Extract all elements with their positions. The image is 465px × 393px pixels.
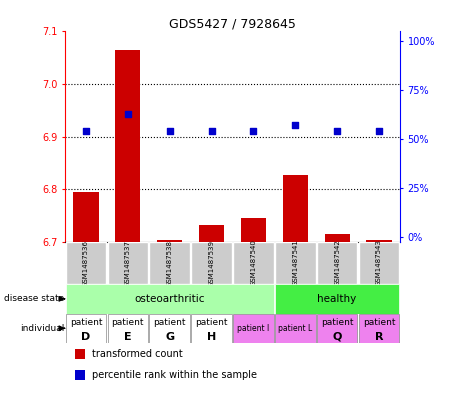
Bar: [359, 314, 399, 343]
Text: GSM1487536: GSM1487536: [83, 239, 89, 286]
Point: [124, 110, 132, 117]
Text: GSM1487537: GSM1487537: [125, 239, 131, 286]
Text: patient: patient: [363, 318, 395, 327]
Bar: [275, 284, 399, 314]
Bar: [275, 242, 316, 284]
Text: transformed count: transformed count: [92, 349, 183, 358]
Bar: [317, 242, 358, 284]
Text: patient: patient: [70, 318, 102, 327]
Bar: [283, 174, 308, 242]
Bar: [325, 234, 350, 242]
Text: individual: individual: [20, 324, 64, 333]
Text: Q: Q: [332, 332, 342, 342]
Text: disease state: disease state: [4, 294, 64, 303]
Bar: [317, 314, 358, 343]
Bar: [107, 314, 148, 343]
Text: E: E: [124, 332, 132, 342]
Text: patient: patient: [112, 318, 144, 327]
Bar: [359, 242, 399, 284]
Bar: [199, 225, 224, 242]
Text: patient: patient: [321, 318, 353, 327]
Bar: [66, 314, 106, 343]
Point: [166, 128, 173, 134]
Bar: [149, 242, 190, 284]
Bar: [233, 314, 274, 343]
Point: [250, 128, 257, 134]
Bar: [191, 242, 232, 284]
Text: R: R: [375, 332, 383, 342]
Bar: [73, 192, 99, 242]
Point: [333, 128, 341, 134]
Point: [375, 128, 383, 134]
Text: H: H: [207, 332, 216, 342]
Text: GSM1487542: GSM1487542: [334, 240, 340, 286]
Bar: [149, 314, 190, 343]
Text: GSM1487543: GSM1487543: [376, 240, 382, 286]
Text: GSM1487541: GSM1487541: [292, 240, 298, 286]
Bar: [233, 242, 274, 284]
Text: percentile rank within the sample: percentile rank within the sample: [92, 369, 257, 380]
Text: patient L: patient L: [278, 324, 312, 333]
Text: GSM1487538: GSM1487538: [167, 239, 173, 286]
Text: GSM1487540: GSM1487540: [251, 240, 256, 286]
Bar: [275, 314, 316, 343]
Bar: [241, 218, 266, 242]
Bar: [115, 50, 140, 242]
Bar: [366, 241, 392, 242]
Bar: [157, 241, 182, 242]
Text: osteoarthritic: osteoarthritic: [134, 294, 205, 304]
Text: G: G: [165, 332, 174, 342]
Text: patient I: patient I: [237, 324, 270, 333]
Text: healthy: healthy: [318, 294, 357, 304]
Point: [82, 128, 90, 134]
Point: [292, 122, 299, 129]
Text: GSM1487539: GSM1487539: [209, 239, 214, 286]
Bar: [107, 242, 148, 284]
Title: GDS5427 / 7928645: GDS5427 / 7928645: [169, 17, 296, 30]
Bar: [75, 369, 85, 380]
Text: D: D: [81, 332, 91, 342]
Bar: [191, 314, 232, 343]
Text: patient: patient: [153, 318, 186, 327]
Bar: [66, 284, 274, 314]
Text: patient: patient: [195, 318, 228, 327]
Bar: [75, 349, 85, 359]
Point: [208, 128, 215, 134]
Bar: [66, 242, 106, 284]
